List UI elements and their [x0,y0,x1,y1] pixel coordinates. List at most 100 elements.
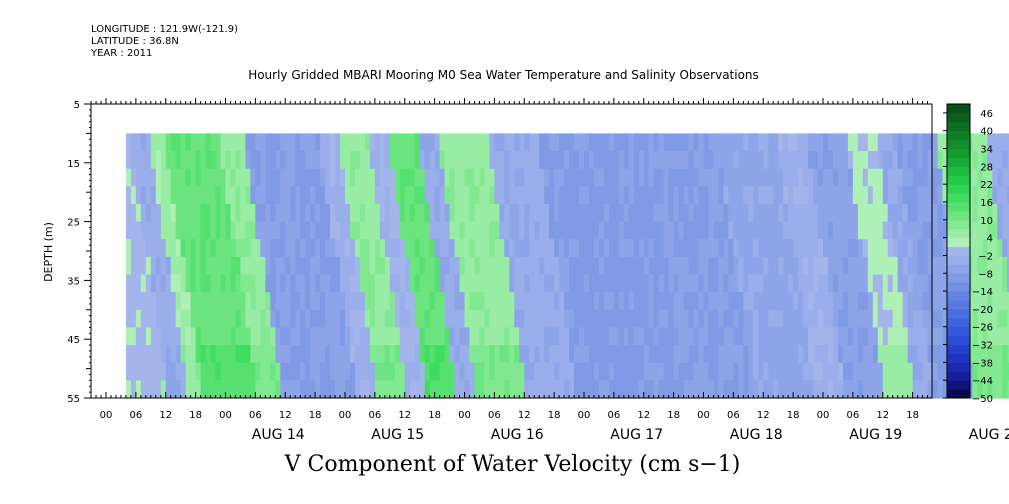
field-cell [150,221,157,240]
field-cell [693,362,700,381]
field-cell [275,345,281,364]
field-cell [593,203,600,223]
field-cell [544,362,550,381]
field-cell [135,327,142,346]
field-cell [240,203,247,223]
field-cell [220,256,227,276]
field-cell [728,380,734,399]
field-cell [743,168,749,187]
field-cell [748,151,754,170]
field-cell [912,256,919,276]
field-cell [643,327,650,346]
field-cell [773,274,779,293]
field-cell [444,168,451,187]
field-cell [150,133,157,152]
field-cell [588,345,595,364]
field-cell [708,239,715,258]
field-cell [190,133,197,152]
field-cell [185,345,192,364]
field-cell [897,151,904,170]
field-cell [310,327,316,346]
field-cell [544,168,550,187]
field-cell [1002,274,1008,293]
field-cell [867,133,874,152]
field-cell [738,133,744,152]
field-cell [275,327,281,346]
field-cell [235,327,242,346]
field-cell [275,168,281,187]
field-cell [598,168,605,187]
field-cell [519,186,525,205]
field-cell [823,274,829,293]
field-cell [778,203,784,223]
field-cell [509,133,515,152]
field-cell [310,151,316,170]
field-cell [484,221,490,240]
field-cell [255,345,261,364]
field-cell [648,151,655,170]
field-cell [972,380,978,399]
field-cell [763,168,769,187]
field-cell [330,203,336,223]
field-cell [823,168,829,187]
field-cell [917,239,924,258]
field-cell [564,186,570,205]
field-cell [499,362,505,381]
field-cell [424,292,431,311]
field-cell [808,274,814,293]
field-cell [603,186,610,205]
field-cell [200,186,207,205]
field-cell [917,292,924,311]
field-cell [225,221,232,240]
field-cell [394,292,401,311]
field-cell [813,345,819,364]
field-cell [663,274,670,293]
field-cell [1007,327,1009,346]
field-cell [524,309,530,329]
field-cell [379,327,386,346]
field-cell [469,168,476,187]
field-cell [813,309,819,329]
field-cell [320,309,326,329]
field-cell [295,362,301,381]
field-cell [449,203,456,223]
field-cell [439,292,446,311]
field-cell [494,380,500,399]
field-cell [917,133,924,152]
field-cell [514,133,520,152]
field-cell [733,133,739,152]
field-cell [937,133,944,152]
field-cell [972,186,978,205]
field-cell [140,380,147,399]
field-cell [399,203,406,223]
field-cell [579,292,585,311]
field-cell [409,151,416,170]
field-cell [623,345,630,364]
field-cell [489,345,495,364]
field-cell [379,309,386,329]
field-cell [763,345,769,364]
field-cell [832,221,839,240]
field-cell [773,362,779,381]
field-cell [902,203,909,223]
field-cell [733,327,739,346]
field-cell [369,168,376,187]
field-cell [643,274,650,293]
field-cell [280,203,286,223]
field-cell [673,186,680,205]
field-cell [728,239,734,258]
field-cell [783,327,789,346]
field-cell [250,256,256,276]
field-cell [494,203,500,223]
field-cell [832,380,839,399]
field-cell [588,256,595,276]
field-cell [449,168,456,187]
field-cell [633,239,640,258]
field-cell [539,345,545,364]
field-cell [514,380,520,399]
field-cell [733,186,739,205]
field-cell [723,292,729,311]
field-cell [265,292,271,311]
field-cell [474,345,481,364]
field-cell [872,186,879,205]
